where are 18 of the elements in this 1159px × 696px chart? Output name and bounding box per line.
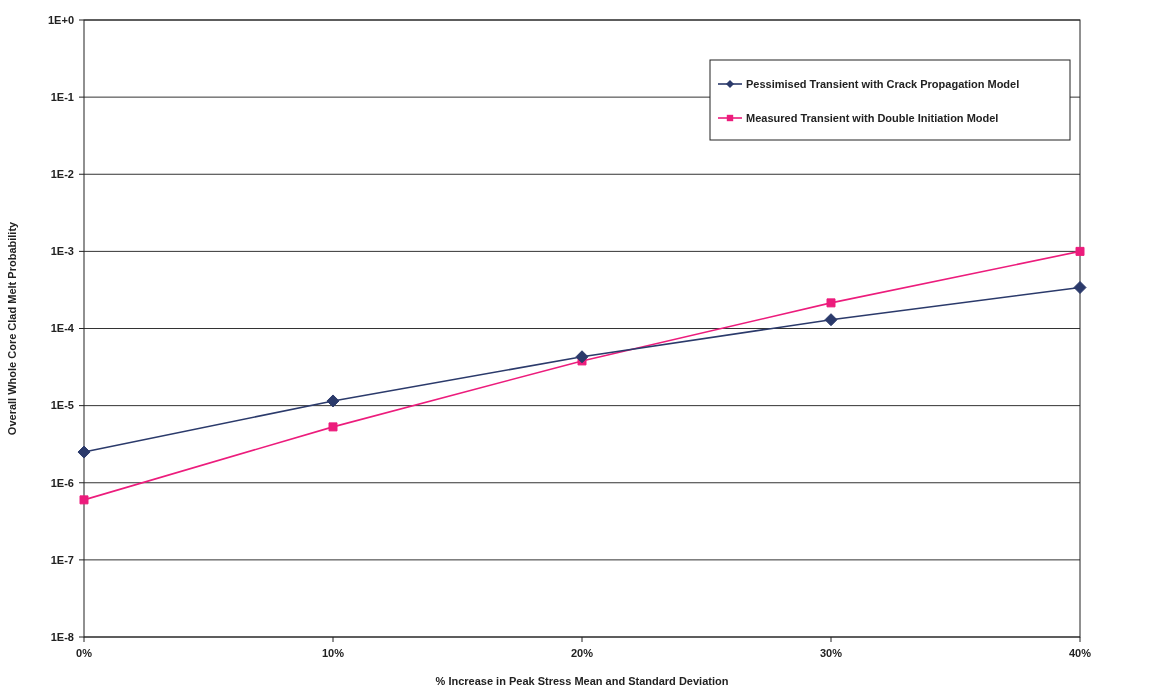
y-tick-label: 1E-4 xyxy=(50,322,75,335)
y-tick-label: 1E-8 xyxy=(50,630,74,643)
legend-label: Pessimised Transient with Crack Propagation Model xyxy=(746,77,1020,90)
y-tick-label: 1E-1 xyxy=(50,90,74,103)
x-tick-label: 40% xyxy=(1068,647,1092,659)
y-tick-label: 1E+0 xyxy=(48,13,74,26)
y-axis-title: Overall Whole Core Clad Melt Probability xyxy=(6,220,18,436)
y-tick-label: 1E-3 xyxy=(50,245,74,258)
x-axis-title: % Increase in Peak Stress Mean and Standard Deviation xyxy=(435,675,729,687)
legend-label: Measured Transient with Double Initiation Model xyxy=(746,111,999,124)
x-tick-label: 20% xyxy=(570,647,594,659)
y-tick-label: 1E-5 xyxy=(50,399,74,412)
y-tick-label: 1E-2 xyxy=(50,168,74,181)
y-tick-label: 1E-7 xyxy=(50,553,74,566)
x-tick-label: 10% xyxy=(321,647,345,659)
y-tick-label: 1E-6 xyxy=(50,476,74,489)
x-tick-label: 0% xyxy=(76,647,93,659)
x-tick-label: 30% xyxy=(819,647,843,659)
